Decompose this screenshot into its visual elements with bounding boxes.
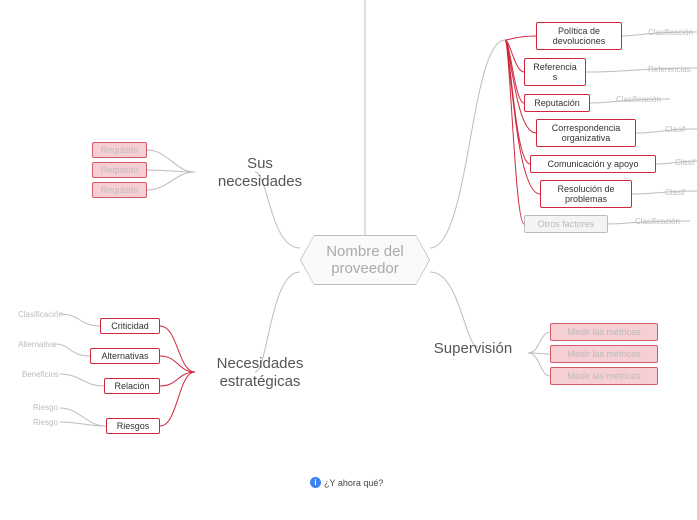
node-top-5[interactable]: Resolución deproblemas: [540, 180, 632, 208]
node-sus-1[interactable]: Requisito: [92, 162, 147, 178]
sidelabel-top-0: Clasificación: [648, 28, 693, 38]
mindmap-canvas[interactable]: { "center": { "label": "Nombre del\nprov…: [0, 0, 697, 520]
branch-label-supervision[interactable]: Supervisión: [418, 340, 528, 358]
node-top-1[interactable]: Referencias: [524, 58, 586, 86]
sidelabel-top-4: Clasif: [675, 158, 695, 168]
node-sup-0[interactable]: Medir las métricas: [550, 323, 658, 341]
center-node[interactable]: Nombre delproveedor: [300, 235, 430, 285]
hint-pill[interactable]: i ¿Y ahora qué?: [310, 477, 383, 488]
node-estr-1[interactable]: Alternativas: [90, 348, 160, 364]
node-top-6[interactable]: Otros factores: [524, 215, 608, 233]
sidelabel-top-5: Clasif: [665, 188, 685, 198]
node-estr-0[interactable]: Criticidad: [100, 318, 160, 334]
node-sup-1[interactable]: Medir las métricas: [550, 345, 658, 363]
sidelabel-top-3: Clasif: [665, 125, 685, 135]
sidelabel-top-2: Clasificación: [616, 95, 661, 105]
sidelabel-estr-1: Alternativa: [18, 340, 56, 350]
node-sup-2[interactable]: Medir las métricas: [550, 367, 658, 385]
node-estr-3[interactable]: Riesgos: [106, 418, 160, 434]
sidelabel-estr-4: Riesgo: [33, 418, 58, 428]
sidelabel-top-6: Clasificación: [635, 217, 680, 227]
node-top-4[interactable]: Comunicación y apoyo: [530, 155, 656, 173]
sidelabel-top-1: Referencias: [648, 65, 691, 75]
info-icon: i: [310, 477, 321, 488]
sidelabel-estr-2: Beneficios: [22, 370, 59, 380]
sidelabel-estr-0: Clasificación: [18, 310, 63, 320]
node-sus-0[interactable]: Requisito: [92, 142, 147, 158]
node-estr-2[interactable]: Relación: [104, 378, 160, 394]
sidelabel-estr-3: Riesgo: [33, 403, 58, 413]
branch-label-necesidades-estrategicas[interactable]: Necesidadesestratégicas: [200, 355, 320, 391]
node-top-2[interactable]: Reputación: [524, 94, 590, 112]
hint-label: ¿Y ahora qué?: [324, 478, 383, 488]
branch-label-sus-necesidades[interactable]: Susnecesidades: [205, 155, 315, 191]
node-top-0[interactable]: Política dedevoluciones: [536, 22, 622, 50]
node-sus-2[interactable]: Requisito: [92, 182, 147, 198]
node-top-3[interactable]: Correspondenciaorganizativa: [536, 119, 636, 147]
